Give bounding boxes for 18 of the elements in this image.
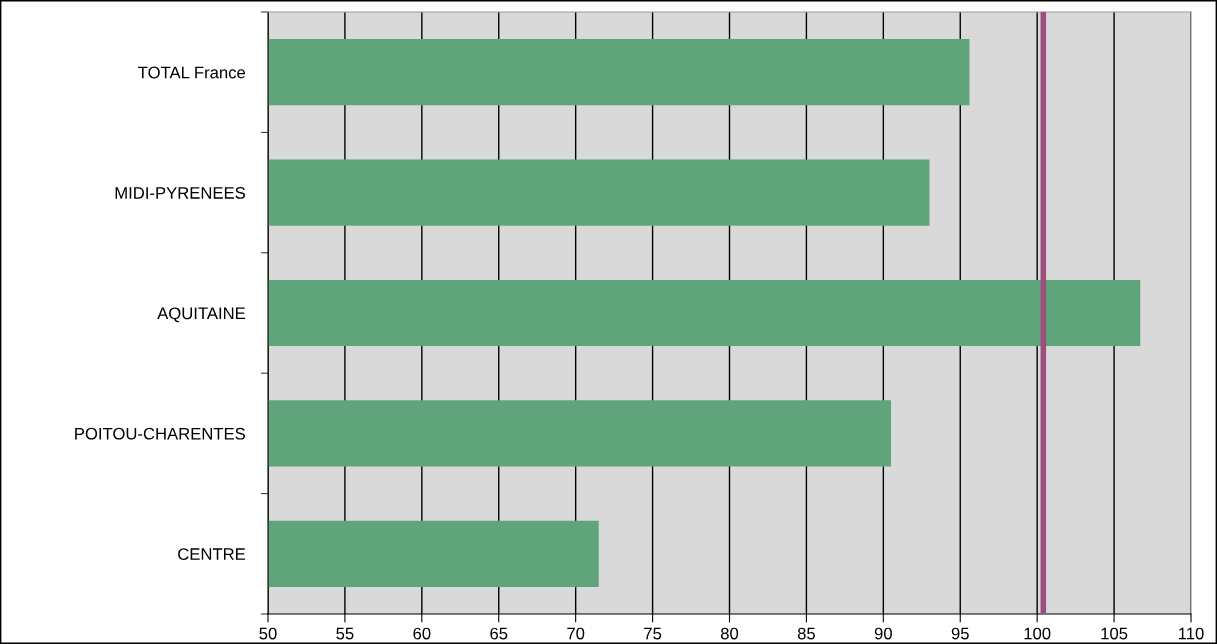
x-tick-label: 80 xyxy=(720,627,739,640)
x-tick-label: 50 xyxy=(259,627,277,640)
x-tick-label: 105 xyxy=(1101,627,1128,640)
x-tick-label: 55 xyxy=(336,627,354,640)
x-tick-label: 70 xyxy=(567,627,585,640)
x-tick-label: 100 xyxy=(1024,627,1051,640)
x-tick-label: 110 xyxy=(1178,627,1204,640)
y-tick-label: POITOU-CHARENTES xyxy=(75,427,246,440)
x-tick-label: 85 xyxy=(797,627,815,640)
x-tick-label: 60 xyxy=(413,627,431,640)
y-tick-label: TOTAL France xyxy=(138,66,246,79)
y-tick-label: MIDI-PYRENEES xyxy=(115,187,246,199)
x-tick-label: 95 xyxy=(951,627,969,640)
y-tick-label: CENTRE xyxy=(178,548,246,560)
x-tick-label: 90 xyxy=(874,627,892,640)
x-tick-label: 75 xyxy=(644,627,662,640)
x-tick-label: 65 xyxy=(490,627,508,640)
y-tick-label: AQUITAINE xyxy=(157,307,246,323)
